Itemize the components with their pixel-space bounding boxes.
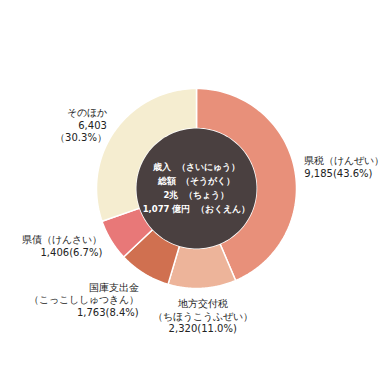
svg-text:そのほか6,403（30.3%）: そのほか6,403（30.3%）: [55, 107, 107, 143]
svg-text:総額 （そうがく）: 総額 （そうがく）: [157, 176, 236, 186]
svg-text:国庫支出金（こっこししゅつきん）1,763(8.4%): 国庫支出金（こっこししゅつきん）1,763(8.4%): [29, 282, 139, 318]
svg-text:県債（けんさい）1,406(6.7%): 県債（けんさい）1,406(6.7%): [22, 234, 102, 257]
svg-text:2兆 （ちょう）: 2兆 （ちょう）: [164, 190, 230, 200]
svg-text:県税（けんぜい）9,185(43.6%): 県税（けんぜい）9,185(43.6%): [304, 155, 384, 179]
svg-text:1,077 億円 （おくえん）: 1,077 億円 （おくえん）: [143, 204, 251, 214]
svg-text:歳入 （さいにゅう）: 歳入 （さいにゅう）: [152, 162, 240, 172]
svg-text:地方交付税（ちほうこうふぜい）2,320(11.0%): 地方交付税（ちほうこうふぜい）2,320(11.0%): [153, 298, 253, 334]
